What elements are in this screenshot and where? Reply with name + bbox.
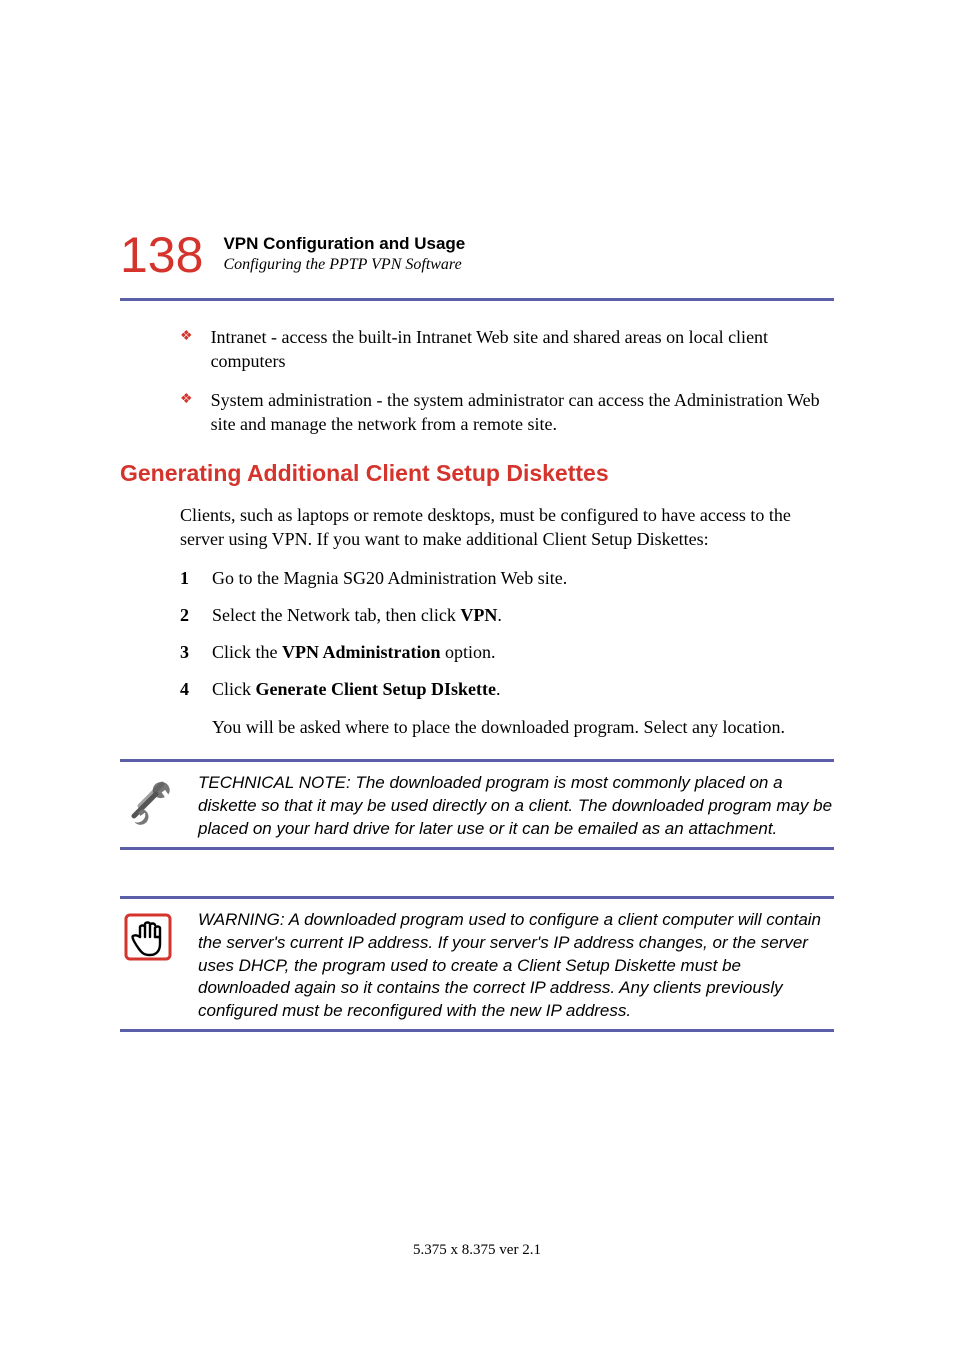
step-pre: Click the [212, 642, 282, 662]
step-bold: Generate Client Setup DIskette [256, 679, 496, 699]
note-rule-bottom [120, 847, 834, 850]
list-item: ❖ Intranet - access the built-in Intrane… [180, 325, 834, 374]
step-bold: VPN Administration [282, 642, 441, 662]
diamond-bullet-icon: ❖ [180, 388, 193, 437]
wrench-icon [120, 772, 176, 828]
sub-paragraph: You will be asked where to place the dow… [212, 715, 834, 739]
page-number: 138 [120, 230, 203, 280]
step-number: 2 [180, 603, 192, 628]
note-rule-bottom [120, 1029, 834, 1032]
chapter-title: VPN Configuration and Usage [223, 234, 465, 254]
section-heading: Generating Additional Client Setup Diske… [120, 460, 834, 487]
page-header: 138 VPN Configuration and Usage Configur… [120, 230, 834, 280]
header-rule [120, 298, 834, 301]
note-row: TECHNICAL NOTE: The downloaded program i… [120, 772, 834, 841]
technical-note-box: TECHNICAL NOTE: The downloaded program i… [120, 759, 834, 850]
page-footer: 5.375 x 8.375 ver 2.1 [0, 1242, 954, 1259]
step-number: 4 [180, 677, 192, 702]
step-text: Click the VPN Administration option. [212, 640, 834, 665]
warning-text: WARNING: A downloaded program used to co… [198, 909, 834, 1024]
step-number: 3 [180, 640, 192, 665]
document-page: 138 VPN Configuration and Usage Configur… [0, 0, 954, 1102]
body-content: ❖ Intranet - access the built-in Intrane… [180, 325, 834, 1032]
bullet-text: System administration - the system admin… [211, 388, 834, 437]
step-post: . [496, 679, 501, 699]
step-number: 1 [180, 566, 192, 591]
step-pre: Click [212, 679, 256, 699]
note-rule-top [120, 759, 834, 762]
step-item: 3 Click the VPN Administration option. [180, 640, 834, 665]
step-post: . [497, 605, 502, 625]
step-post: option. [441, 642, 496, 662]
bullet-text: Intranet - access the built-in Intranet … [211, 325, 834, 374]
chapter-subtitle: Configuring the PPTP VPN Software [223, 256, 465, 274]
intro-paragraph: Clients, such as laptops or remote deskt… [180, 503, 834, 552]
steps-list: 1 Go to the Magnia SG20 Administration W… [180, 566, 834, 703]
note-row: WARNING: A downloaded program used to co… [120, 909, 834, 1024]
list-item: ❖ System administration - the system adm… [180, 388, 834, 437]
header-text-block: VPN Configuration and Usage Configuring … [223, 230, 465, 274]
step-text: Select the Network tab, then click VPN. [212, 603, 834, 628]
step-pre: Select the Network tab, then click [212, 605, 460, 625]
spacer [180, 860, 834, 890]
step-pre: Go to the Magnia SG20 Administration Web… [212, 568, 567, 588]
warning-box: WARNING: A downloaded program used to co… [120, 896, 834, 1033]
step-item: 2 Select the Network tab, then click VPN… [180, 603, 834, 628]
hand-stop-icon [120, 909, 176, 965]
intro-bullet-list: ❖ Intranet - access the built-in Intrane… [180, 325, 834, 436]
step-item: 1 Go to the Magnia SG20 Administration W… [180, 566, 834, 591]
step-bold: VPN [460, 605, 497, 625]
diamond-bullet-icon: ❖ [180, 325, 193, 374]
note-rule-top [120, 896, 834, 899]
step-text: Click Generate Client Setup DIskette. [212, 677, 834, 702]
step-item: 4 Click Generate Client Setup DIskette. [180, 677, 834, 702]
step-text: Go to the Magnia SG20 Administration Web… [212, 566, 834, 591]
tech-note-text: TECHNICAL NOTE: The downloaded program i… [198, 772, 834, 841]
